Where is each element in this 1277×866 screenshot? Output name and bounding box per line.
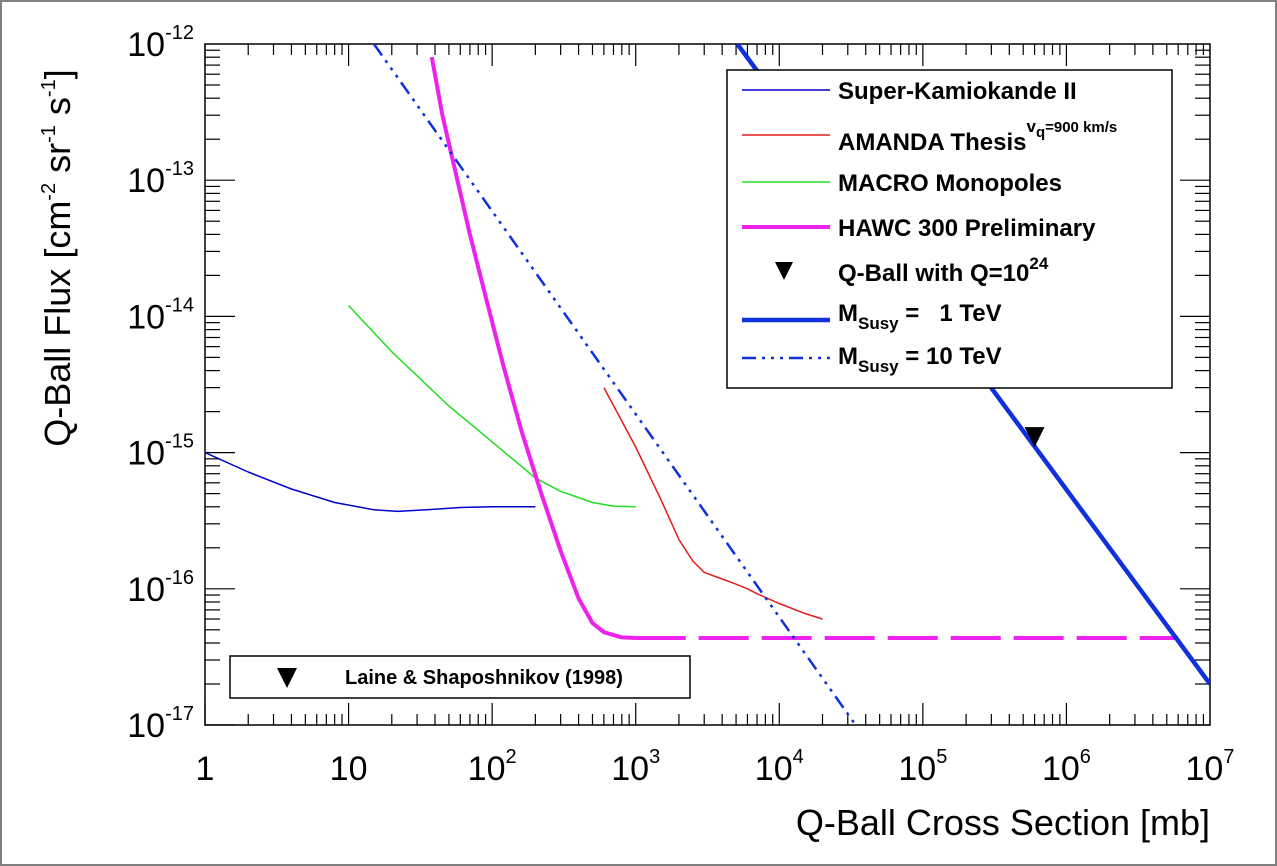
plot-frame bbox=[204, 43, 1211, 726]
legend-label-msusy1: MSusy = 1 TeV bbox=[838, 300, 1002, 333]
legend-laine-marker bbox=[277, 668, 297, 688]
x-tick-label: 103 bbox=[611, 746, 660, 788]
y-tick-label: 10-15 bbox=[127, 431, 194, 473]
legend: Super-Kamiokande II AMANDA Thesisvq=900 … bbox=[726, 69, 1173, 389]
y-tick-label: 10-14 bbox=[127, 294, 194, 336]
series-line-hawc-300-preliminary bbox=[429, 56, 636, 640]
legend-laine: Laine & Shaposhnikov (1998) bbox=[229, 655, 691, 699]
x-tick-label: 1 bbox=[196, 750, 215, 788]
x-tick-label: 106 bbox=[1042, 746, 1091, 788]
point-qball bbox=[1024, 427, 1045, 448]
legend-label-msusy10: MSusy = 10 TeV bbox=[838, 343, 1002, 376]
series-line-amanda-thesis bbox=[603, 387, 823, 620]
legend-label-hawc: HAWC 300 Preliminary bbox=[838, 215, 1096, 242]
legend-label-macro: MACRO Monopoles bbox=[838, 170, 1062, 197]
x-axis-title: Q-Ball Cross Section [mb] bbox=[796, 802, 1210, 843]
y-tick-label: 10-17 bbox=[127, 703, 194, 745]
legend-laine-label: Laine & Shaposhnikov (1998) bbox=[345, 667, 623, 689]
legend-label-superk: Super-Kamiokande II bbox=[838, 78, 1077, 105]
x-tick-label: 10 bbox=[330, 750, 368, 788]
tick-labels: 1 10 102 103 104 105 106 107 10-17 10-16 10-15 10-1… bbox=[127, 22, 1234, 788]
y-tick-label: 10-16 bbox=[127, 567, 194, 609]
y-tick-label: 10-13 bbox=[127, 158, 194, 200]
x-tick-label: 107 bbox=[1186, 746, 1235, 788]
legend-marker-qball bbox=[775, 262, 793, 280]
x-tick-label: 105 bbox=[898, 746, 947, 788]
legend-laine-box bbox=[229, 655, 691, 699]
x-tick-label: 102 bbox=[468, 746, 517, 788]
legend-label-amanda: AMANDA Thesisvq=900 km/s bbox=[838, 117, 1117, 156]
series-line-macro-monopoles bbox=[348, 305, 636, 508]
y-tick-label: 10-12 bbox=[127, 22, 194, 64]
x-tick-label: 104 bbox=[755, 746, 804, 788]
axis-ticks bbox=[204, 44, 1210, 726]
legend-label-qball: Q-Ball with Q=1024 bbox=[838, 254, 1049, 287]
y-axis-title: Q-Ball Flux [cm-2 sr-1 s-1] bbox=[37, 69, 78, 446]
series-line-super-kamiokande-ii bbox=[205, 451, 536, 513]
points-group bbox=[1024, 427, 1045, 448]
